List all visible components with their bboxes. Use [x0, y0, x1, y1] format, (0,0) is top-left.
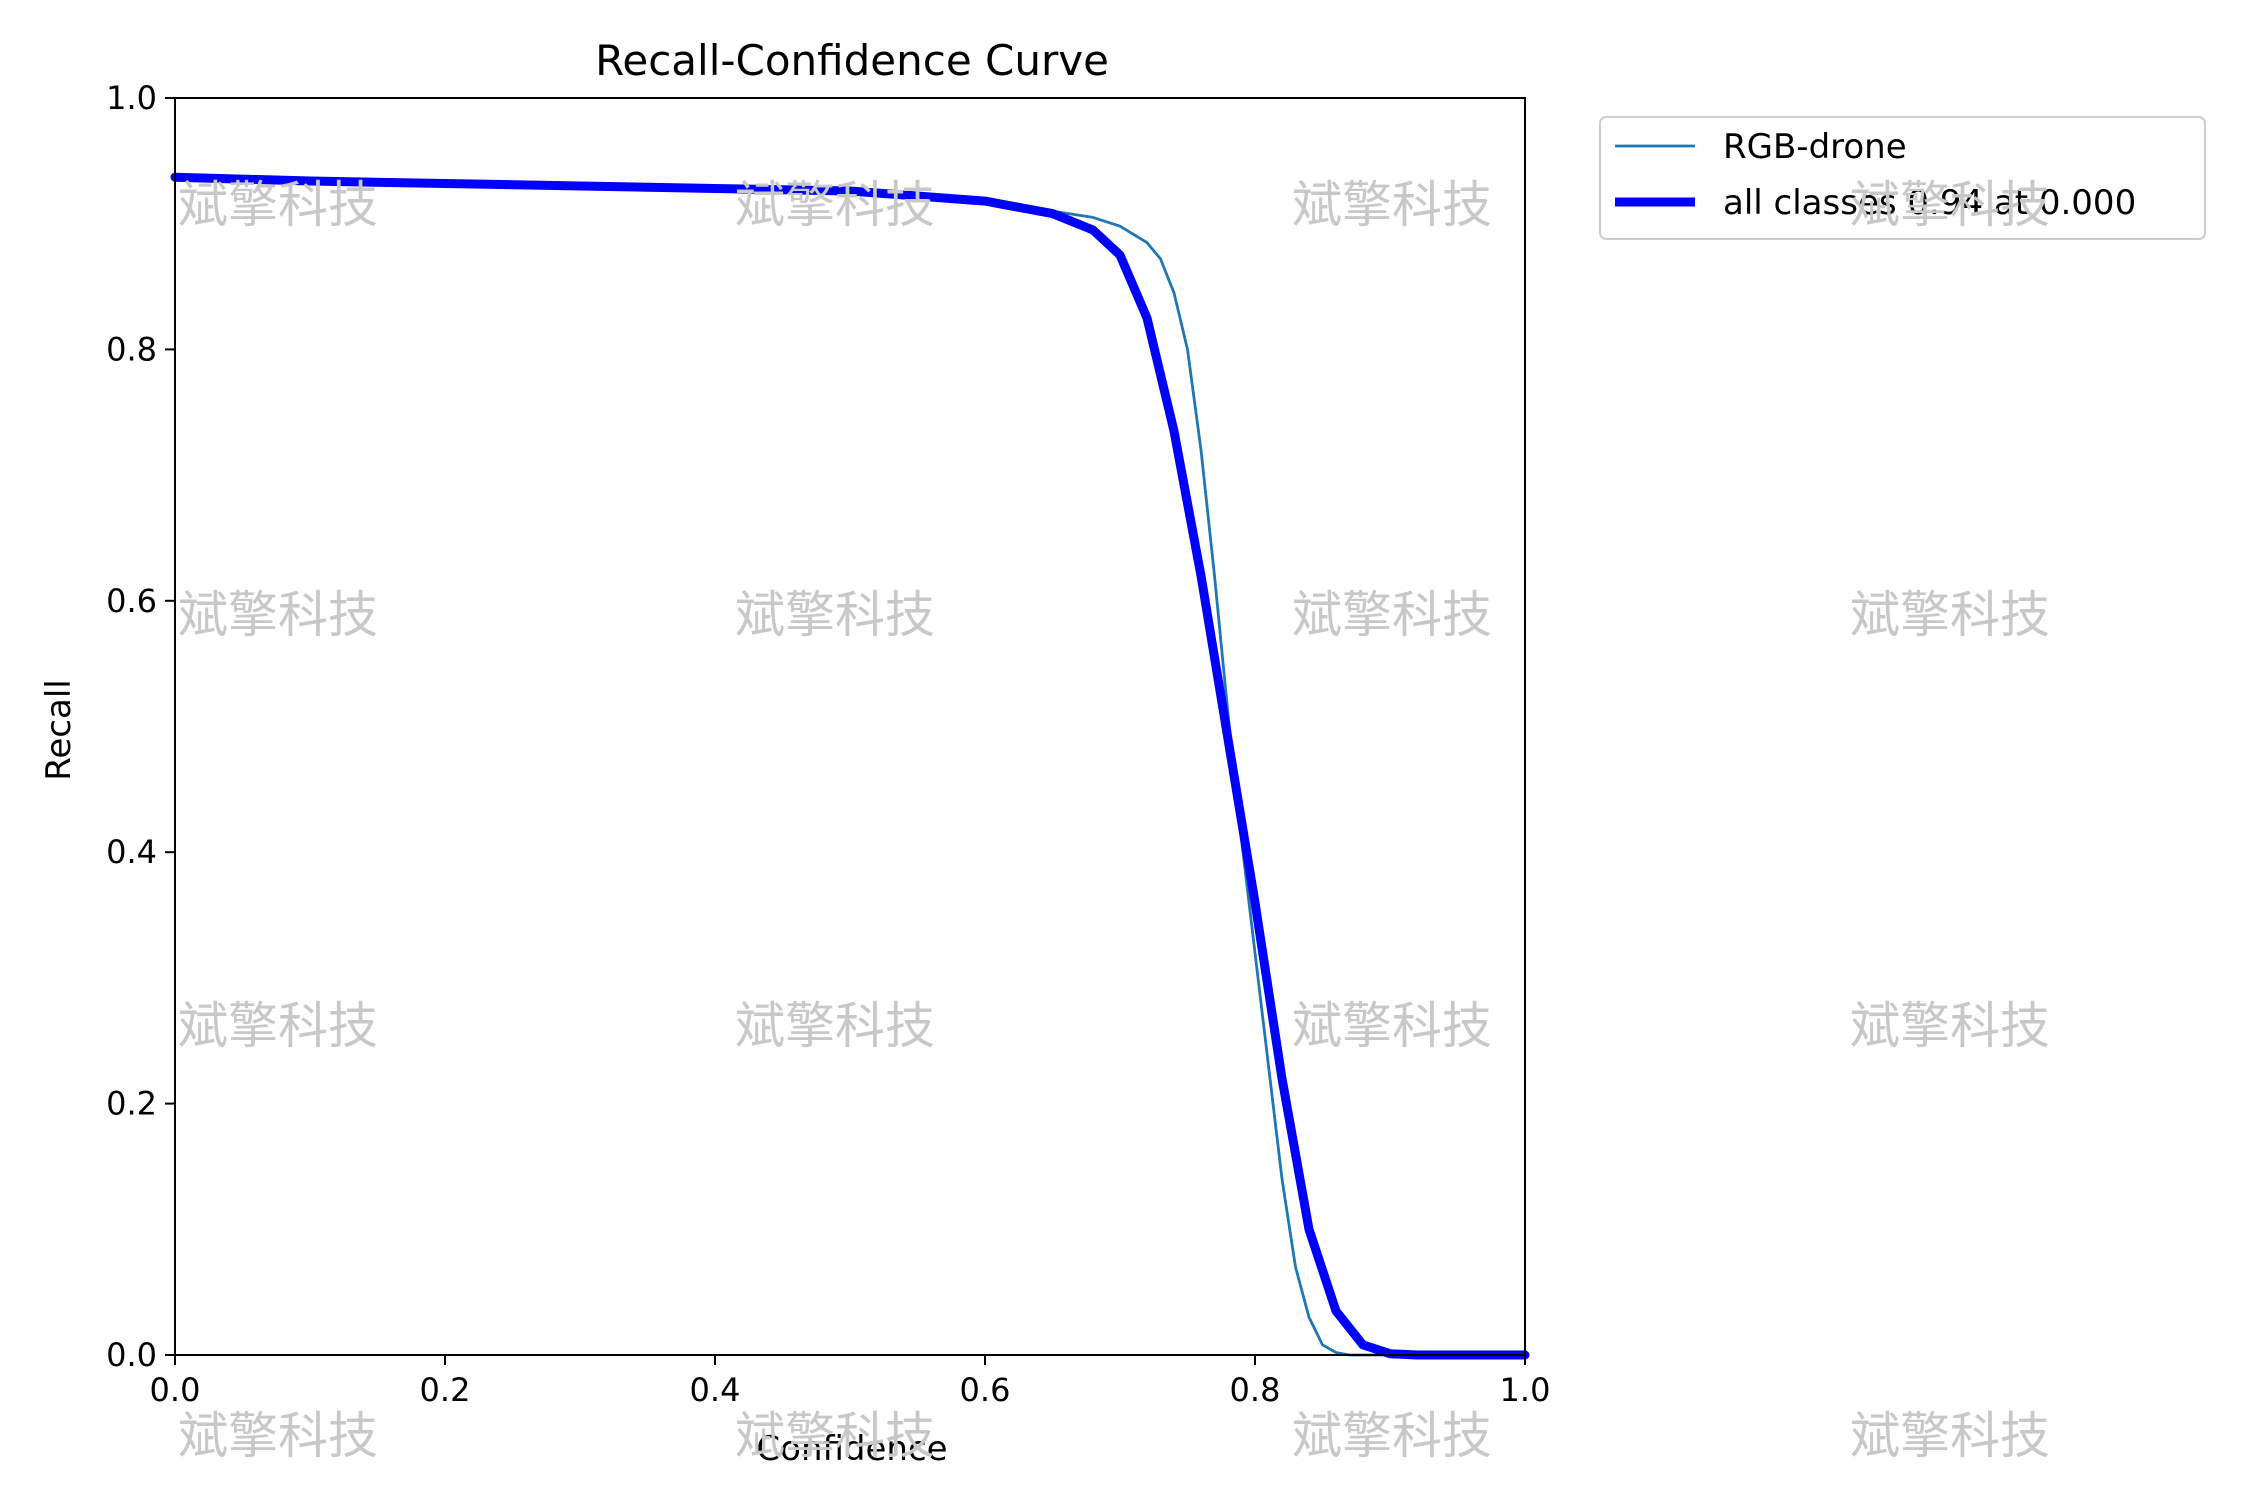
watermark-text: 斌擎科技 — [178, 176, 378, 234]
watermark-text: 斌擎科技 — [1292, 586, 1492, 644]
watermark-text: 斌擎科技 — [1850, 997, 2050, 1055]
y-tick-label: 0.2 — [106, 1085, 157, 1123]
series-line-all-classes — [170, 172, 1530, 1360]
watermark-text: 斌擎科技 — [1292, 1407, 1492, 1465]
legend: RGB-drone all classes 0.94 at 0.000 — [1599, 116, 2206, 240]
watermark-text: 斌擎科技 — [735, 1407, 935, 1465]
y-tick-label: 0.4 — [106, 833, 157, 871]
watermark-text: 斌擎科技 — [735, 586, 935, 644]
legend-label-rgb-drone: RGB-drone — [1723, 127, 1907, 167]
plot-frame — [174, 97, 1526, 1356]
x-tick-label: 0.2 — [420, 1371, 471, 1409]
x-axis-ticks: 0.0 0.2 0.4 0.6 0.8 1.0 — [150, 1355, 1551, 1409]
watermark-text: 斌擎科技 — [178, 586, 378, 644]
watermark-text: 斌擎科技 — [1292, 997, 1492, 1055]
y-tick-label: 0.6 — [106, 582, 157, 620]
watermark-text: 斌擎科技 — [178, 1407, 378, 1465]
legend-label-all-classes: all classes 0.94 at 0.000 — [1723, 183, 2136, 223]
watermark-text: 斌擎科技 — [1850, 1407, 2050, 1465]
watermark-text: 斌擎科技 — [178, 997, 378, 1055]
x-tick-label: 1.0 — [1500, 1371, 1551, 1409]
x-tick-label: 0.6 — [960, 1371, 1011, 1409]
watermark-text: 斌擎科技 — [1850, 586, 2050, 644]
x-tick-label: 0.8 — [1230, 1371, 1281, 1409]
watermark-text: 斌擎科技 — [1850, 176, 2050, 234]
x-tick-label: 0.0 — [150, 1371, 201, 1409]
y-axis-label: Recall — [39, 679, 79, 780]
y-axis-ticks: 0.0 0.2 0.4 0.6 0.8 1.0 — [106, 79, 175, 1374]
watermark-text: 斌擎科技 — [1292, 176, 1492, 234]
watermark-text: 斌擎科技 — [735, 176, 935, 234]
y-tick-label: 1.0 — [106, 79, 157, 117]
plot-area — [175, 98, 1525, 1355]
y-tick-label: 0.0 — [106, 1336, 157, 1374]
watermark-text: 斌擎科技 — [735, 997, 935, 1055]
x-axis-label: Confidence — [756, 1429, 947, 1469]
y-tick-label: 0.8 — [106, 330, 157, 368]
legend-box — [1599, 116, 2206, 240]
chart-title: Recall-Confidence Curve — [595, 36, 1109, 85]
x-tick-label: 0.4 — [690, 1371, 741, 1409]
